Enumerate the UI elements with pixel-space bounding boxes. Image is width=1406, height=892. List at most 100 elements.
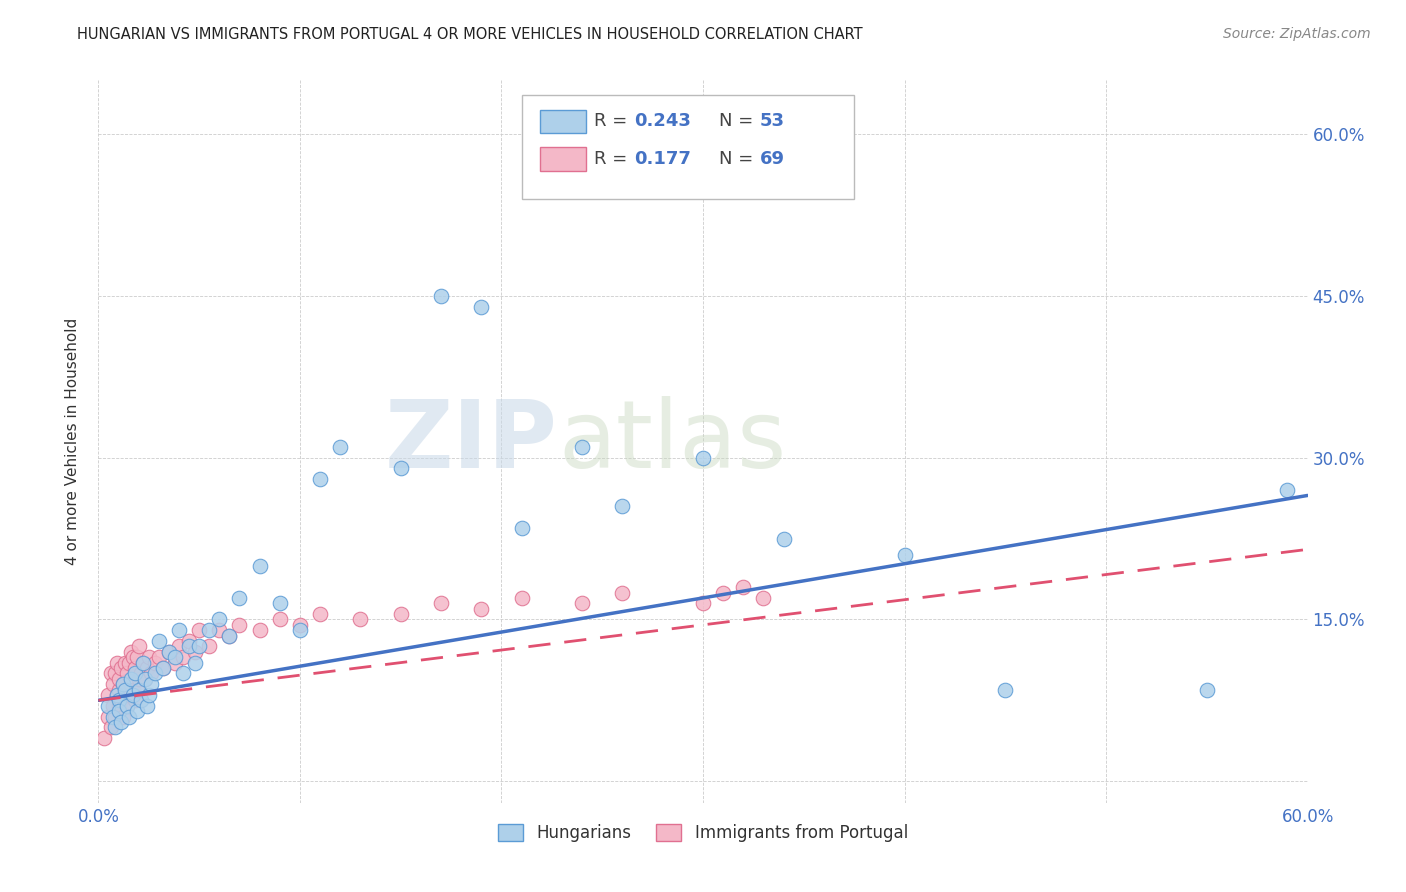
- Point: [163, 650, 186, 665]
- Point: [152, 661, 174, 675]
- Point: [179, 634, 201, 648]
- Point: [125, 650, 148, 665]
- Point: [121, 682, 143, 697]
- Point: [128, 640, 150, 654]
- Point: [115, 666, 138, 681]
- Point: [125, 682, 148, 697]
- Point: [157, 645, 180, 659]
- Point: [184, 656, 207, 670]
- Point: [249, 558, 271, 573]
- Point: [110, 714, 132, 729]
- Point: [167, 640, 190, 654]
- Point: [135, 661, 157, 675]
- Point: [249, 624, 271, 638]
- Point: [269, 612, 291, 626]
- Point: [135, 698, 157, 713]
- Point: [188, 624, 211, 638]
- FancyBboxPatch shape: [540, 147, 586, 170]
- Point: [571, 596, 593, 610]
- Point: [139, 677, 162, 691]
- Point: [105, 688, 128, 702]
- Point: [100, 720, 122, 734]
- Point: [733, 580, 755, 594]
- Text: N =: N =: [718, 112, 759, 130]
- Text: 53: 53: [759, 112, 785, 130]
- Point: [188, 640, 211, 654]
- Point: [430, 289, 453, 303]
- Point: [134, 672, 156, 686]
- Point: [143, 656, 166, 670]
- Point: [218, 629, 240, 643]
- Point: [470, 601, 492, 615]
- Point: [179, 640, 201, 654]
- Point: [114, 656, 136, 670]
- Point: [103, 720, 125, 734]
- Point: [309, 472, 332, 486]
- Point: [994, 682, 1017, 697]
- Point: [349, 612, 371, 626]
- Point: [124, 666, 146, 681]
- Text: R =: R =: [595, 112, 633, 130]
- Text: atlas: atlas: [558, 395, 786, 488]
- Point: [114, 688, 136, 702]
- Point: [612, 500, 634, 514]
- Text: 0.177: 0.177: [634, 150, 690, 168]
- Point: [157, 645, 180, 659]
- Point: [107, 672, 129, 686]
- Point: [107, 682, 129, 697]
- Point: [228, 591, 250, 605]
- Point: [893, 548, 915, 562]
- Point: [288, 624, 311, 638]
- Point: [101, 677, 124, 691]
- Point: [470, 300, 492, 314]
- Point: [103, 666, 125, 681]
- Point: [571, 440, 593, 454]
- Point: [120, 677, 142, 691]
- Point: [198, 624, 221, 638]
- Point: [121, 650, 143, 665]
- Point: [97, 688, 120, 702]
- Point: [120, 672, 142, 686]
- Point: [139, 666, 162, 681]
- Point: [128, 672, 150, 686]
- Point: [752, 591, 775, 605]
- Point: [111, 677, 134, 691]
- Point: [101, 698, 124, 713]
- Point: [329, 440, 352, 454]
- Point: [115, 698, 138, 713]
- Point: [107, 693, 129, 707]
- Point: [163, 656, 186, 670]
- Point: [100, 666, 122, 681]
- Text: HUNGARIAN VS IMMIGRANTS FROM PORTUGAL 4 OR MORE VEHICLES IN HOUSEHOLD CORRELATIO: HUNGARIAN VS IMMIGRANTS FROM PORTUGAL 4 …: [77, 27, 863, 42]
- Point: [132, 656, 155, 670]
- Point: [134, 672, 156, 686]
- Point: [107, 698, 129, 713]
- Point: [184, 645, 207, 659]
- Point: [389, 607, 412, 621]
- Point: [143, 666, 166, 681]
- Point: [93, 731, 115, 745]
- Point: [148, 634, 170, 648]
- Point: [101, 709, 124, 723]
- FancyBboxPatch shape: [522, 95, 855, 200]
- Point: [121, 688, 143, 702]
- Point: [128, 682, 150, 697]
- Point: [107, 704, 129, 718]
- Point: [612, 585, 634, 599]
- Point: [114, 682, 136, 697]
- Point: [97, 709, 120, 723]
- Point: [430, 596, 453, 610]
- Point: [124, 693, 146, 707]
- Point: [148, 650, 170, 665]
- Point: [288, 618, 311, 632]
- Point: [138, 650, 160, 665]
- Text: R =: R =: [595, 150, 633, 168]
- Point: [110, 693, 132, 707]
- Point: [692, 450, 714, 465]
- Point: [389, 461, 412, 475]
- Point: [138, 688, 160, 702]
- Point: [103, 709, 125, 723]
- Point: [111, 709, 134, 723]
- Point: [129, 666, 152, 681]
- Y-axis label: 4 or more Vehicles in Household: 4 or more Vehicles in Household: [65, 318, 80, 566]
